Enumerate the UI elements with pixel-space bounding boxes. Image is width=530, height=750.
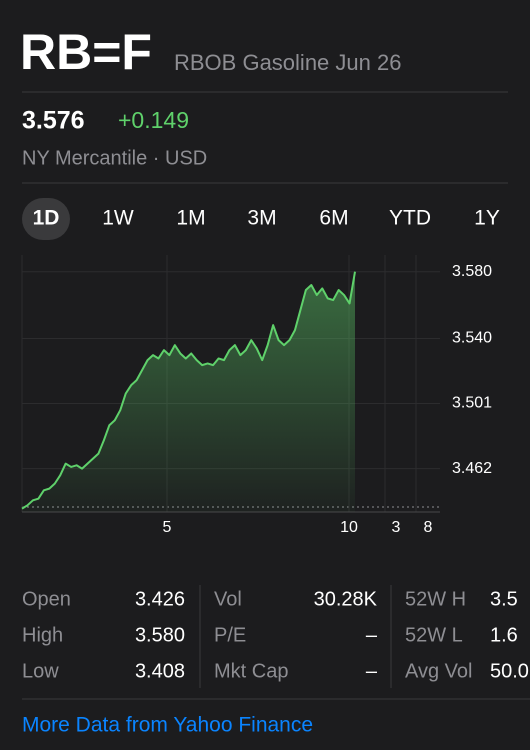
stat-value: 30.28K <box>314 588 378 610</box>
range-button[interactable]: 1D <box>33 207 60 230</box>
stat-value: 3.580 <box>135 624 185 646</box>
range-button[interactable]: 6M <box>319 207 348 230</box>
stat-label: P/E <box>214 624 246 646</box>
stat-value: 1.6 <box>490 624 518 646</box>
price-line <box>21 271 356 510</box>
y-tick-label: 3.462 <box>452 460 492 477</box>
stat-label: Open <box>22 588 71 610</box>
stat-label: Vol <box>214 588 242 610</box>
y-tick-label: 3.580 <box>452 263 492 280</box>
stat-value: 3.408 <box>135 660 185 682</box>
stat-value: – <box>366 624 378 646</box>
range-button[interactable]: 1Y <box>474 207 500 230</box>
stat-value: 50.0 <box>490 660 529 682</box>
exchange: NY Mercantile · USD <box>22 147 207 169</box>
x-tick-label: 5 <box>163 519 172 536</box>
change: +0.149 <box>118 107 189 133</box>
stat-label: 52W H <box>405 588 466 610</box>
x-tick-label: 3 <box>392 519 401 536</box>
instrument-name: RBOB Gasoline Jun 26 <box>174 50 401 75</box>
price: 3.576 <box>22 107 85 135</box>
stat-label: Mkt Cap <box>214 660 288 682</box>
range-selected-pill <box>22 198 70 240</box>
stat-label: 52W L <box>405 624 463 646</box>
y-tick-label: 3.501 <box>452 395 492 412</box>
stat-value: – <box>366 660 378 682</box>
stat-value: 3.5 <box>490 588 518 610</box>
stat-label: Low <box>22 660 59 682</box>
symbol: RB=F <box>20 24 152 80</box>
yahoo-link[interactable]: More Data from Yahoo Finance <box>22 714 313 737</box>
stat-label: Avg Vol <box>405 660 472 682</box>
range-button[interactable]: 1W <box>102 207 134 230</box>
y-tick-label: 3.540 <box>452 330 492 347</box>
range-button[interactable]: 3M <box>247 207 276 230</box>
x-tick-label: 10 <box>340 519 358 536</box>
range-button[interactable]: YTD <box>389 207 431 230</box>
stat-label: High <box>22 624 63 646</box>
stat-value: 3.426 <box>135 588 185 610</box>
x-tick-label: 8 <box>424 519 433 536</box>
range-button[interactable]: 1M <box>176 207 205 230</box>
